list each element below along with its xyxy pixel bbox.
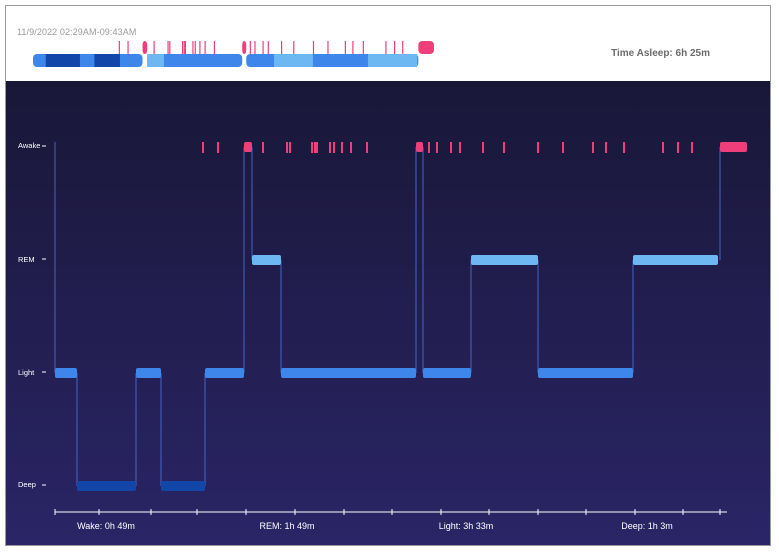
awake-tick: [311, 142, 313, 153]
overview-awake-tick: [167, 41, 169, 54]
awake-tick: [217, 142, 219, 153]
overview-awake-tick: [118, 41, 120, 54]
awake-tick: [366, 142, 368, 153]
overview-awake-tick: [204, 41, 206, 54]
sleep-stage-chart: Awake REM Light Deep Wake: 0h 49m REM: 1…: [18, 141, 747, 531]
awake-tick: [262, 142, 264, 153]
overview-rem: [274, 54, 313, 67]
awake-tick: [459, 142, 461, 153]
awake-tick: [202, 142, 204, 153]
overview-awake-tick: [385, 41, 387, 54]
overview-awake-tick: [153, 41, 155, 54]
overview-rem: [147, 54, 164, 67]
overview-awake-tick: [254, 41, 256, 54]
overview-awake-tick: [262, 41, 264, 54]
awake-tick: [592, 142, 594, 153]
awake-tick: [314, 142, 316, 153]
overview-awake-tick: [327, 41, 329, 54]
summary-rem: REM: 1h 49m: [259, 521, 314, 531]
stage-bar-light: [55, 368, 77, 378]
stage-bar-deep: [161, 481, 205, 491]
awake-tick: [289, 142, 291, 153]
awake-tick: [662, 142, 664, 153]
summary-wake: Wake: 0h 49m: [77, 521, 135, 531]
time-asleep: Time Asleep: 6h 25m: [611, 48, 710, 59]
y-label-light: Light: [18, 368, 35, 377]
y-label-deep: Deep: [18, 480, 36, 489]
stage-bar-awake: [416, 142, 423, 152]
sleep-stage-report: 11/9/2022 02:29AM-09:43AM Time Asleep: 6…: [5, 5, 771, 546]
awake-tick: [436, 142, 438, 153]
stage-bar-awake: [244, 142, 252, 152]
summary-deep: Deep: 1h 3m: [621, 521, 673, 531]
overview-awake-tick: [127, 41, 129, 54]
awake-tick: [341, 142, 343, 153]
overview-awake-tick: [194, 41, 196, 54]
date-range: 11/9/2022 02:29AM-09:43AM: [17, 27, 137, 37]
overview-awake-tick: [192, 41, 194, 54]
awake-tick: [537, 142, 539, 153]
awake-tick: [482, 142, 484, 153]
awake-tick: [428, 142, 430, 153]
stage-bar-rem: [471, 255, 538, 265]
overview-awake: [242, 41, 247, 54]
awake-tick: [691, 142, 693, 153]
y-label-rem: REM: [18, 255, 35, 264]
overview-timeline[interactable]: [6, 6, 770, 80]
awake-tick: [329, 142, 331, 153]
summary-light: Light: 3h 33m: [439, 521, 494, 531]
stage-bar-deep: [77, 481, 136, 491]
header: 11/9/2022 02:29AM-09:43AM Time Asleep: 6…: [6, 6, 770, 80]
overview-awake-tick: [344, 41, 346, 54]
overview-awake-tick: [199, 41, 201, 54]
overview-awake: [418, 41, 434, 54]
overview-awake-tick: [352, 41, 354, 54]
overview-awake-tick: [293, 41, 295, 54]
overview-awake-tick: [183, 41, 185, 54]
overview-rem: [367, 54, 418, 67]
awake-tick: [286, 142, 288, 153]
overview-awake-tick: [402, 41, 404, 54]
stage-bar-rem: [252, 255, 281, 265]
overview-awake-tick: [281, 41, 283, 54]
awake-tick: [623, 142, 625, 153]
awake-tick: [503, 142, 505, 153]
awake-tick: [350, 142, 352, 153]
stage-bar-light: [205, 368, 244, 378]
stage-bar-light: [423, 368, 471, 378]
awake-tick: [677, 142, 679, 153]
overview-deep: [45, 54, 80, 67]
overview-awake-tick: [213, 41, 215, 54]
stage-bar-light: [281, 368, 416, 378]
awake-tick: [450, 142, 452, 153]
stage-bar-awake: [720, 142, 747, 152]
overview-awake-tick: [312, 41, 315, 54]
awake-tick: [316, 142, 318, 153]
stage-bar-rem: [633, 255, 718, 265]
awake-tick: [562, 142, 564, 153]
stage-bar-light: [136, 368, 161, 378]
overview-awake-tick: [249, 41, 251, 54]
awake-tick: [605, 142, 607, 153]
overview-awake-tick: [267, 41, 269, 54]
overview-deep: [94, 54, 120, 67]
overview-awake-tick: [362, 41, 364, 54]
stage-bar-light: [538, 368, 633, 378]
overview-awake: [142, 41, 148, 54]
y-label-awake: Awake: [18, 141, 40, 150]
overview-awake-tick: [181, 41, 184, 54]
overview-awake-tick: [184, 41, 187, 54]
overview-awake-tick: [169, 41, 171, 54]
overview-group: [147, 54, 243, 67]
awake-tick: [333, 142, 335, 153]
sleep-chart-panel: Awake REM Light Deep Wake: 0h 49m REM: 1…: [6, 81, 770, 545]
overview-awake-tick: [394, 41, 396, 54]
